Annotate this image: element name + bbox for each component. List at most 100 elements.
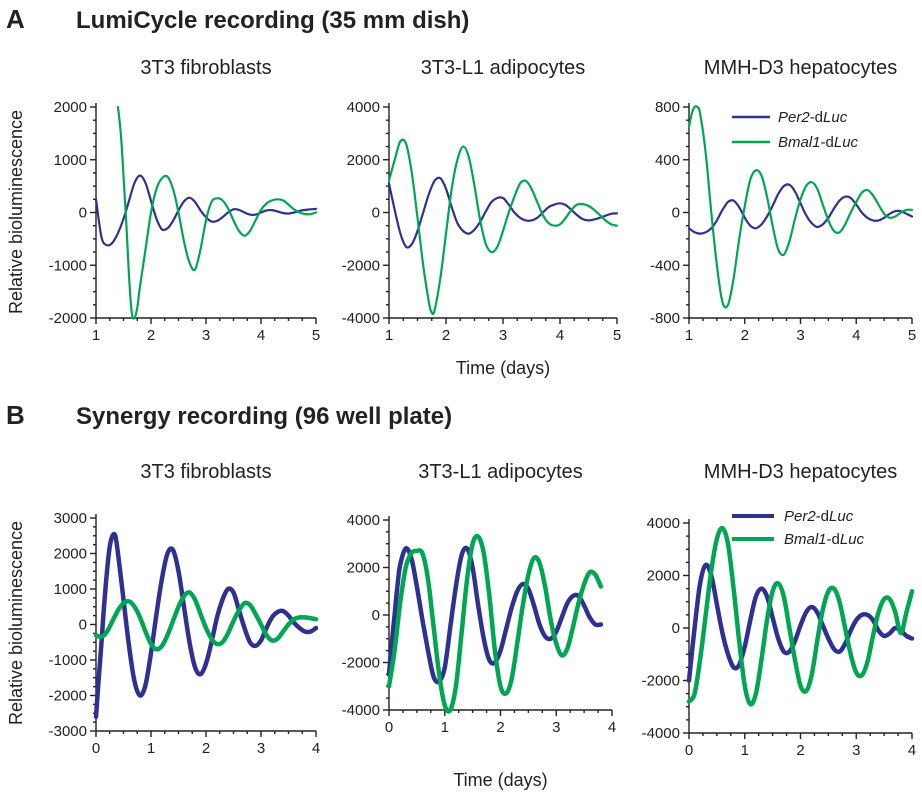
x-axis-title: Time (days) (456, 358, 550, 378)
x-tick-label: 4 (908, 742, 916, 759)
chart-title: 3T3-L1 adipocytes (418, 461, 583, 483)
y-tick-label: 0 (79, 205, 87, 222)
y-tick-label: 800 (655, 99, 680, 116)
chart-1: 3T3 fibroblasts -2000 -1000 0 1000 2000 1 2 3 4 5 (49, 57, 321, 344)
y-tick-label: 0 (672, 620, 680, 637)
x-tick-label: 0 (385, 719, 393, 736)
x-tick-label: 2 (442, 327, 450, 344)
x-tick-label: 5 (312, 327, 320, 344)
bmal1-series-line (686, 525, 915, 707)
bmal1-series-line (387, 138, 619, 316)
legend-bmal1-gene: Bmal1 (778, 134, 821, 151)
chart-4: 3T3 fibroblasts -3000 -2000 -1000 0 1000 2000 3… (49, 461, 321, 757)
panel-b-letter: B (6, 400, 25, 430)
y-tick-label: -4000 (642, 725, 680, 742)
legend-b-bmal1-luc: Luc (840, 531, 865, 548)
x-tick-label: 1 (741, 742, 749, 759)
y-tick-label: -2000 (342, 257, 380, 274)
x-tick-label: 2 (496, 719, 504, 736)
x-tick-label: 5 (613, 327, 621, 344)
x-tick-label: 3 (202, 327, 210, 344)
chart-title: 3T3-L1 adipocytes (421, 57, 586, 79)
y-tick-label: 1000 (54, 581, 87, 598)
legend-b-bmal1-label: Bmal1-dLuc (784, 531, 865, 548)
y-axis-title-panel-a: Relative bioluminescence (6, 110, 26, 314)
x-axis-title: Time (days) (453, 770, 547, 790)
y-tick-label: 2000 (647, 568, 680, 585)
legend-bmal1-label: Bmal1-dLuc (778, 134, 859, 151)
legend-panel-b: Per2-dLuc Bmal1-dLuc (732, 508, 865, 548)
legend-b-bmal1-suffix: -d (827, 531, 840, 548)
x-tick-label: 3 (257, 740, 265, 757)
chart-title: MMH-D3 hepatocytes (704, 57, 897, 79)
legend-panel-a: Per2-dLuc Bmal1-dLuc (732, 109, 859, 151)
x-tick-label: 4 (608, 719, 616, 736)
legend-per2-luc: Luc (823, 109, 848, 126)
y-axis-title-panel-b: Relative bioluminescence (6, 521, 26, 725)
x-tick-label: 0 (685, 742, 693, 759)
legend-b-bmal1-gene: Bmal1 (784, 531, 827, 548)
panel-a-letter: A (6, 4, 25, 34)
legend-b-per2-suffix: -d (816, 508, 829, 525)
y-tick-label: -2000 (342, 655, 380, 672)
x-tick-label: 4 (257, 327, 265, 344)
bmal1-series-line (116, 105, 318, 320)
legend-bmal1-luc: Luc (834, 134, 859, 151)
y-tick-label: 2000 (54, 546, 87, 563)
bmal1-series-line (93, 590, 319, 652)
per2-series-line (94, 174, 318, 247)
y-tick-label: 0 (672, 205, 680, 222)
per2-series-line (686, 562, 915, 683)
per2-series-line (93, 531, 319, 720)
legend-per2-label: Per2-dLuc (778, 109, 848, 126)
y-tick-label: -800 (650, 310, 680, 327)
chart-title: MMH-D3 hepatocytes (704, 461, 897, 483)
y-tick-label: 4000 (647, 515, 680, 532)
y-tick-label: -2000 (642, 673, 680, 690)
y-tick-label: 0 (372, 607, 380, 624)
per2-series-line (386, 545, 604, 685)
chart-2: 3T3-L1 adipocytes Time (days) -4000 -2000 0 2… (342, 57, 622, 378)
y-tick-label: 400 (655, 152, 680, 169)
legend-b-per2-luc: Luc (829, 508, 854, 525)
chart-5: 3T3-L1 adipocytes Time (days) -4000 -2000 0 2… (342, 461, 617, 790)
chart-6: MMH-D3 hepatocytes -4000 -2000 0 2000 4000 0 1 2… (642, 461, 917, 759)
x-tick-label: 1 (385, 327, 393, 344)
y-tick-label: -2000 (49, 310, 87, 327)
y-tick-label: -1000 (49, 652, 87, 669)
bmal1-series-line (687, 105, 914, 309)
y-tick-label: 2000 (347, 152, 380, 169)
y-tick-label: 2000 (347, 560, 380, 577)
x-tick-label: 3 (552, 719, 560, 736)
x-tick-label: 4 (556, 327, 564, 344)
per2-series-line (687, 183, 914, 235)
x-tick-label: 2 (796, 742, 804, 759)
panel-a-title: LumiCycle recording (35 mm dish) (76, 7, 469, 34)
chart-title: 3T3 fibroblasts (140, 461, 271, 483)
y-tick-label: -400 (650, 257, 680, 274)
x-tick-label: 0 (92, 740, 100, 757)
legend-per2-gene: Per2 (778, 109, 810, 126)
legend-per2-suffix: -d (810, 109, 823, 126)
y-tick-label: 0 (372, 205, 380, 222)
x-tick-label: 3 (796, 327, 804, 344)
y-tick-label: 0 (79, 617, 87, 634)
y-tick-label: -3000 (49, 723, 87, 740)
bmal1-series-line (386, 533, 604, 714)
y-tick-label: -1000 (49, 257, 87, 274)
y-tick-label: -4000 (342, 310, 380, 327)
x-tick-label: 1 (147, 740, 155, 757)
chart-3: MMH-D3 hepatocytes -800 -400 0 400 800 1 2 3 4 5 (650, 57, 916, 344)
x-tick-label: 1 (92, 327, 100, 344)
y-tick-label: 4000 (347, 512, 380, 529)
x-tick-label: 2 (202, 740, 210, 757)
x-tick-label: 1 (441, 719, 449, 736)
x-tick-label: 3 (499, 327, 507, 344)
chart-title: 3T3 fibroblasts (140, 57, 271, 79)
per2-series-line (387, 176, 619, 249)
y-tick-label: -2000 (49, 688, 87, 705)
x-tick-label: 4 (852, 327, 860, 344)
y-tick-label: -4000 (342, 702, 380, 719)
